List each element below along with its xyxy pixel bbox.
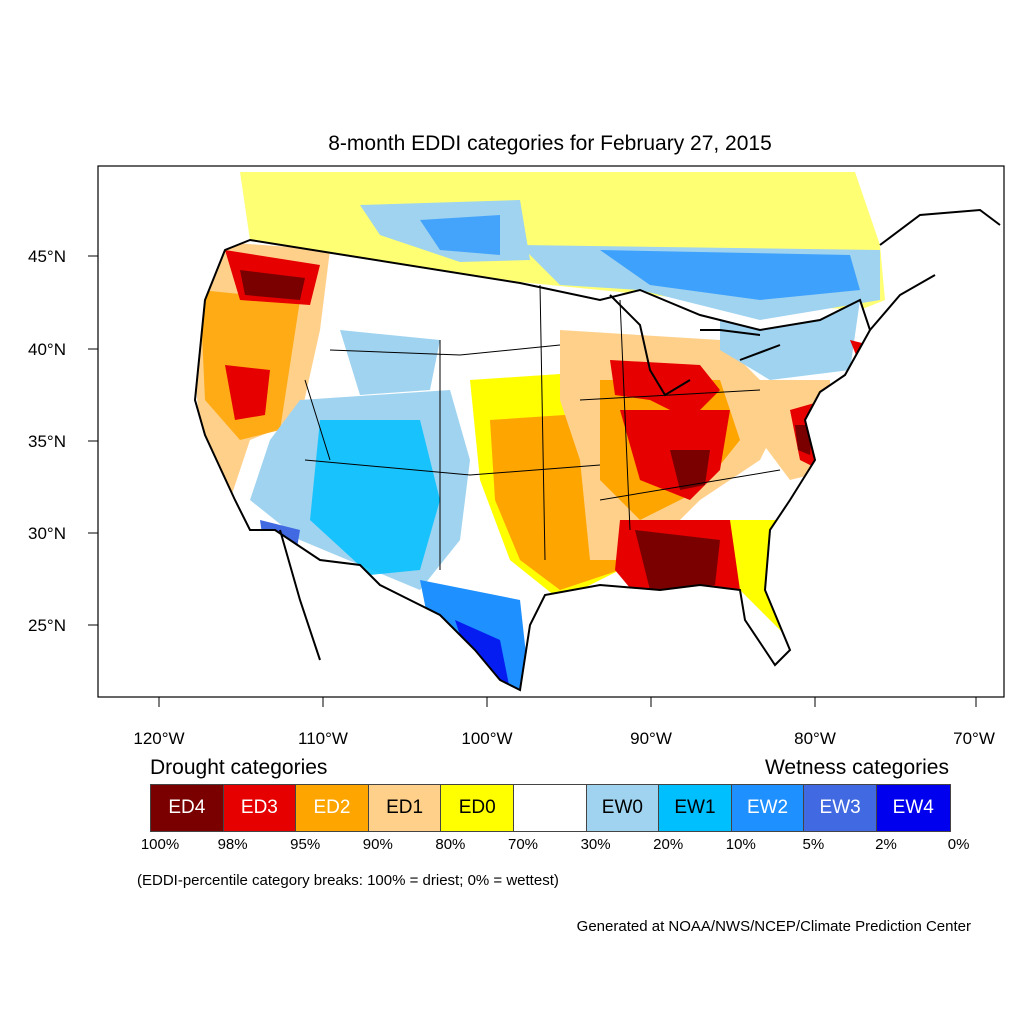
break-label: 2% [875,836,897,853]
break-label: 80% [435,836,466,853]
conus-outline [193,238,872,692]
credit-text: Generated at NOAA/NWS/NCEP/Climate Predi… [576,918,971,935]
wetness-heading: Wetness categories [764,756,949,779]
kentucky-ed4 [670,450,710,490]
lat-label: 45°N [28,247,66,266]
break-label: 95% [290,836,321,853]
break-label: 20% [653,836,684,853]
break-label: 30% [580,836,611,853]
map-frame [97,165,1005,698]
break-label: 98% [217,836,248,853]
baja-coast [279,529,321,661]
lat-label: 25°N [28,616,66,635]
oregon-ed4 [240,270,305,300]
legend-cell [513,785,587,831]
drought-heading: Drought categories [150,756,328,779]
break-label: 5% [802,836,825,853]
lon-label: 100°W [461,729,512,748]
lon-label: 80°W [794,729,836,748]
legend-cell: ED1 [368,785,442,831]
lon-label: 120°W [133,729,184,748]
texas-ew4 [455,620,510,690]
california-ed3 [225,365,270,420]
legend-note: (EDDI-percentile category breaks: 100% =… [137,872,559,889]
canada-coast [869,208,1001,331]
canada-wet-patch [420,215,500,255]
legend-cell: EW0 [586,785,660,831]
lat-label: 30°N [28,524,66,543]
break-label: 100% [140,836,180,853]
legend-cell: ED2 [296,785,369,831]
map-panel [193,172,1001,692]
california-ed2 [200,290,300,440]
great-lakes [609,294,781,397]
legend-cell: EW1 [659,785,732,831]
legend-cell: EW4 [876,785,950,831]
legend-cell: EW3 [804,785,877,831]
legend-cell: ED4 [151,785,224,831]
lat-labels: 45°N 40°N 35°N 30°N 25°N [28,247,66,635]
lon-label: 70°W [953,729,995,748]
break-label: 0% [947,836,970,853]
category-legend: ED4 ED3 ED2 ED1 ED0 EW0 EW1 EW2 EW3 EW4 [150,784,951,832]
legend-cell: ED3 [223,785,297,831]
map-title: 8-month EDDI categories for February 27,… [328,132,772,155]
lon-label: 110°W [298,729,348,748]
canada-wet-core [600,250,860,300]
lon-labels: 120°W 110°W 100°W 90°W 80°W 70°W [133,729,994,748]
legend-cell: ED0 [441,785,514,831]
break-label: 70% [507,836,539,853]
south-ed4 [635,530,720,590]
lat-label: 40°N [28,340,66,359]
axis-ticks [88,255,977,707]
lon-label: 90°W [630,729,672,748]
state-borders [249,239,781,570]
break-label: 90% [362,836,393,853]
legend-cell: EW2 [731,785,805,831]
southwest-ew1 [310,420,440,575]
conus-categories [195,240,870,690]
lat-label: 35°N [28,432,66,451]
break-label: 10% [725,836,756,853]
michigan-ed3 [610,360,720,420]
wyoming-ew0 [340,330,440,395]
